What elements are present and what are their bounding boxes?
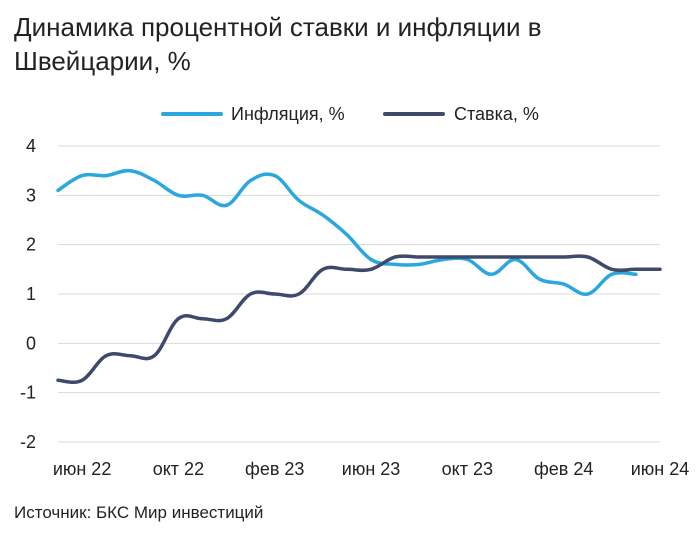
series-line-inflation: [56, 168, 638, 296]
legend-label: Ставка, %: [454, 104, 539, 124]
legend-label: Инфляция, %: [231, 104, 345, 124]
x-tick-label: июн 22: [53, 459, 112, 479]
x-tick-label: июн 24: [631, 459, 690, 479]
chart-grid: [58, 145, 660, 443]
y-tick-label: 4: [26, 136, 36, 156]
y-axis-tick-labels: 4 3 2 1 0 -1 -2: [20, 136, 36, 452]
source-note: Источник: БКС Мир инвестиций: [14, 503, 264, 522]
x-tick-label: окт 22: [153, 459, 204, 479]
x-tick-label: июн 23: [342, 459, 401, 479]
x-tick-label: окт 23: [442, 459, 493, 479]
y-tick-label: 2: [26, 235, 36, 255]
chart-series: [56, 168, 662, 385]
y-tick-label: 0: [26, 333, 36, 353]
y-tick-label: -1: [20, 383, 36, 403]
y-tick-label: -2: [20, 432, 36, 452]
x-axis-tick-labels: июн 22 окт 22 фев 23 июн 23 окт 23 фев 24 июн …: [53, 459, 689, 479]
y-tick-label: 3: [26, 185, 36, 205]
chart-title: Динамика процентной ставки и инфляции в …: [14, 12, 542, 76]
chart-legend: Инфляция, % Ставка, %: [161, 104, 539, 124]
x-tick-label: фев 24: [534, 459, 593, 479]
x-tick-label: фев 23: [245, 459, 304, 479]
y-tick-label: 1: [26, 284, 36, 304]
series-line-rate: [56, 254, 662, 385]
